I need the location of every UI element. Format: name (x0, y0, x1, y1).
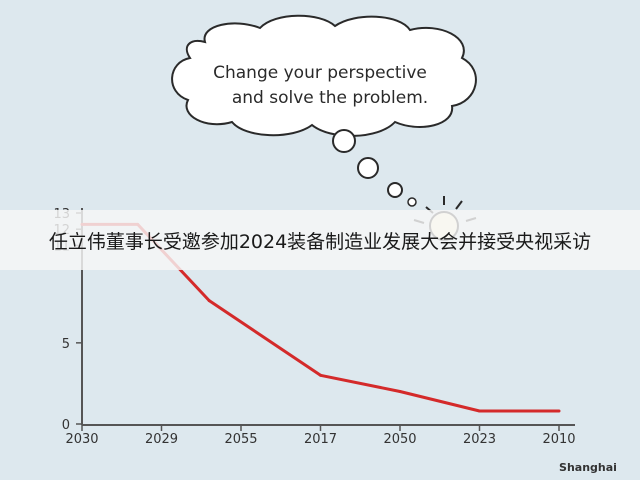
x-tick-label: 2055 (224, 432, 257, 447)
data-point (207, 299, 211, 303)
x-tick-label: 2010 (542, 432, 575, 447)
thought-dot-2 (357, 157, 379, 179)
x-axis-ticks: 2030 2029 2055 2017 2050 2023 2010 (65, 425, 576, 447)
x-tick-label: 2030 (65, 432, 98, 447)
bubble-line-2: and solve the problem. (232, 88, 428, 108)
y-tick-label: 5 (62, 337, 70, 352)
x-tick-label: 2029 (145, 432, 178, 447)
x-tick-label: 2023 (463, 432, 496, 447)
bubble-line-1: Change your perspective (213, 63, 427, 83)
data-point (478, 409, 481, 413)
thought-dot-4 (407, 197, 417, 207)
data-point (319, 373, 322, 377)
x-tick-label: 2017 (304, 432, 337, 447)
y-tick-label: 0 (62, 418, 70, 433)
thought-dot-3 (387, 182, 403, 198)
thought-bubble: Change your perspective and solve the pr… (171, 14, 477, 207)
headline-banner: 任立伟董事长受邀参加2024装备制造业发展大会并接受央视采访 (0, 210, 640, 270)
watermark: Shanghai (559, 461, 617, 474)
x-tick-label: 2050 (383, 432, 416, 447)
thought-bubble-cloud (171, 14, 477, 137)
data-point (398, 390, 402, 394)
thought-dot-1 (332, 129, 356, 153)
headline-text: 任立伟董事长受邀参加2024装备制造业发展大会并接受央视采访 (48, 230, 592, 253)
data-point (557, 409, 561, 413)
